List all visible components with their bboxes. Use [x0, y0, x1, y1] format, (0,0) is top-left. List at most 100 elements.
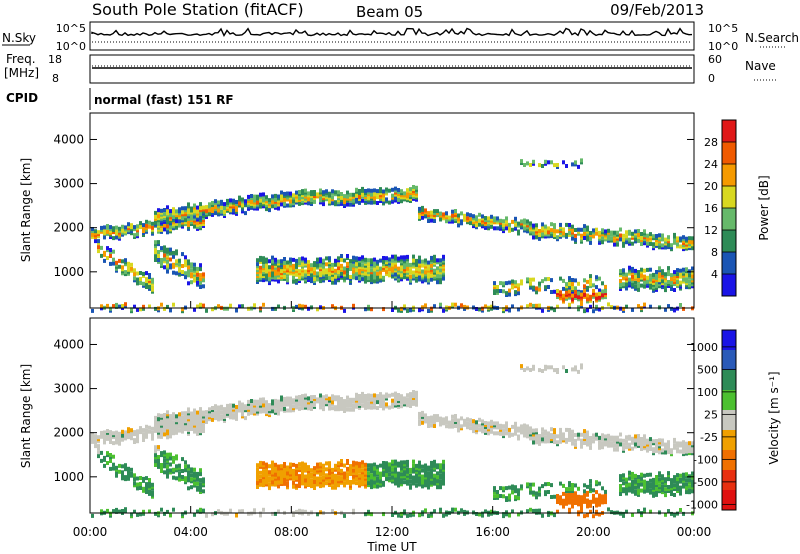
colorbar-tick-label: 24 — [704, 158, 718, 171]
power-cell — [103, 258, 106, 263]
velocity-cell — [283, 469, 286, 474]
velocity-cell — [256, 399, 259, 404]
velocity-cell — [172, 420, 175, 425]
power-cell — [532, 159, 535, 164]
power-cell — [172, 207, 175, 212]
power-cell — [391, 193, 394, 198]
velocity-cell — [406, 459, 409, 464]
power-cell — [622, 268, 625, 273]
velocity-cell — [169, 430, 172, 435]
velocity-cell — [682, 511, 685, 516]
power-cell — [658, 305, 661, 310]
velocity-cell — [538, 508, 541, 513]
power-cell — [340, 263, 343, 268]
velocity-cell — [433, 473, 436, 478]
velocity-cell — [460, 416, 463, 421]
velocity-cell — [310, 395, 313, 400]
power-cell — [514, 216, 517, 221]
velocity-cell — [574, 483, 577, 488]
velocity-cell — [295, 483, 298, 488]
velocity-cell — [622, 473, 625, 478]
power-cell — [409, 278, 412, 283]
power-cell — [259, 192, 262, 197]
velocity-cell — [637, 488, 640, 493]
velocity-cell — [265, 400, 268, 405]
power-cell — [571, 224, 574, 229]
power-cell — [550, 222, 553, 227]
power-cell — [526, 304, 529, 309]
power-cell — [442, 212, 445, 217]
power-cell — [655, 274, 658, 278]
power-cell — [307, 276, 310, 280]
power-cell — [598, 276, 601, 281]
power-cell — [244, 199, 247, 204]
velocity-cell — [490, 509, 493, 514]
velocity-cell — [241, 402, 244, 407]
power-cell — [268, 277, 271, 282]
power-cell — [514, 290, 517, 295]
velocity-cell — [166, 468, 169, 473]
velocity-cell — [610, 441, 613, 446]
velocity-cell — [97, 444, 100, 449]
power-cell — [571, 228, 574, 233]
power-cell — [346, 261, 349, 266]
velocity-cell — [517, 496, 520, 501]
power-cell — [310, 267, 313, 272]
power-cell — [592, 234, 595, 239]
power-cell — [337, 190, 340, 195]
velocity-cell — [115, 507, 118, 512]
velocity-cell — [454, 507, 457, 512]
power-cell — [538, 233, 541, 237]
power-cell — [487, 216, 490, 221]
velocity-cell — [178, 412, 181, 417]
power-cell — [535, 223, 538, 228]
velocity-cell — [346, 478, 349, 483]
velocity-cell — [313, 476, 316, 480]
velocity-cell — [280, 401, 283, 406]
colorbar-tick-label: 28 — [704, 136, 718, 149]
velocity-cell — [211, 512, 214, 517]
power-cell — [451, 209, 454, 214]
power-cell — [631, 274, 634, 279]
velocity-cell — [133, 509, 136, 514]
velocity-cell — [145, 482, 148, 487]
velocity-cell — [505, 486, 508, 491]
power-cell — [601, 236, 604, 241]
velocity-cell — [199, 468, 202, 473]
power-cell — [256, 258, 259, 263]
power-cell — [649, 267, 652, 272]
velocity-cell — [649, 478, 652, 483]
power-cell — [628, 281, 631, 286]
power-cell — [94, 229, 97, 234]
velocity-cell — [178, 424, 181, 429]
velocity-cell — [298, 462, 301, 467]
velocity-cell — [574, 433, 577, 437]
power-cell — [556, 229, 559, 234]
velocity-cell — [343, 475, 346, 480]
power-cell — [565, 222, 568, 227]
velocity-cell — [256, 467, 259, 472]
power-cell — [268, 271, 271, 276]
power-cell — [349, 275, 352, 279]
power-cell — [292, 275, 295, 280]
velocity-cell — [508, 493, 511, 498]
power-cell — [619, 233, 622, 238]
velocity-cell — [598, 481, 601, 486]
power-cell — [403, 304, 406, 309]
velocity-cell — [592, 514, 595, 519]
power-cell — [352, 303, 355, 308]
velocity-cell — [133, 430, 136, 435]
velocity-cell — [331, 400, 334, 405]
power-cell — [592, 288, 595, 293]
velocity-cell — [664, 487, 667, 492]
velocity-cell — [439, 479, 442, 484]
power-cell — [445, 219, 448, 224]
velocity-cell — [397, 393, 400, 397]
power-cell — [238, 195, 241, 200]
power-cell — [577, 305, 580, 310]
velocity-cell — [676, 473, 679, 478]
power-cell — [163, 208, 166, 212]
velocity-cell — [685, 441, 688, 446]
velocity-cell — [145, 428, 148, 433]
velocity-cell — [634, 473, 637, 478]
